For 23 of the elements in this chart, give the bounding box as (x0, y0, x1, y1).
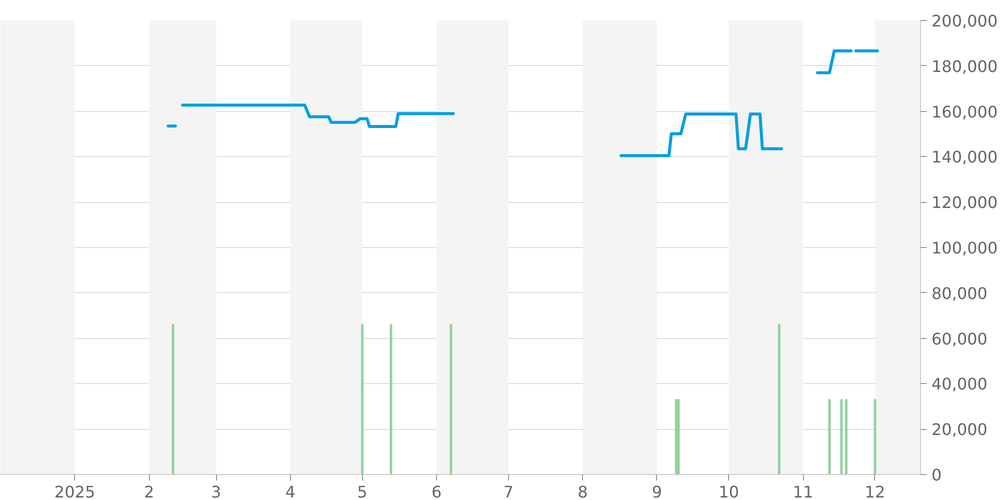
y-tick-label: 120,000 (932, 193, 998, 212)
x-tick-label: 5 (357, 482, 368, 500)
x-tick-label: 9 (652, 482, 662, 500)
x-tick-label: 10 (718, 482, 740, 500)
x-tick-label: 3 (211, 482, 222, 500)
y-tick-label: 140,000 (932, 148, 998, 167)
y-tick-label: 180,000 (932, 56, 998, 76)
y-tick-label: 80,000 (932, 284, 988, 303)
y-tick-label: 160,000 (932, 102, 998, 122)
x-tick-label: 12 (864, 482, 886, 500)
y-tick-label: 20,000 (932, 420, 988, 440)
y-tick-label: 100,000 (932, 238, 998, 258)
x-tick-label: 2025 (54, 482, 96, 500)
x-tick-label: 6 (431, 482, 442, 500)
y-tick-label: 60,000 (932, 329, 988, 348)
x-tick-label: 4 (285, 482, 296, 500)
y-tick-label: 0 (932, 466, 942, 484)
x-tick-label: 7 (503, 482, 514, 500)
x-tick-label: 8 (578, 482, 588, 500)
y-tick-label: 40,000 (932, 374, 988, 394)
y-tick-label: 200,000 (932, 12, 998, 30)
x-tick-label: 11 (792, 482, 814, 500)
x-tick-label: 2 (144, 482, 154, 500)
